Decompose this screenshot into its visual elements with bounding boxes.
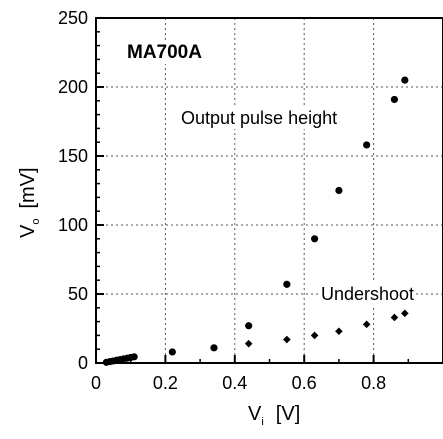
data-point-circle [283, 280, 291, 288]
y-tick-label: 0 [78, 353, 88, 373]
data-point-circle [335, 186, 343, 195]
axis-ticks: 0 50 100 150 200 250 0 0.2 0.4 0.6 0.8 [58, 8, 410, 393]
y-tick-label: 150 [58, 146, 88, 166]
ann-pulse-backdrop [179, 107, 340, 129]
data-point-diamond [362, 320, 371, 329]
data-point-circle [390, 95, 399, 104]
data-point-circle [363, 141, 371, 149]
undershoot-annotation: Undershoot [321, 284, 414, 304]
data-point-diamond [283, 335, 291, 344]
x-tick-label: 0.2 [153, 373, 178, 393]
data-markers [102, 76, 409, 366]
plot-frame [95, 17, 443, 364]
data-point-circle [130, 353, 138, 361]
y-tick-label: 250 [58, 8, 88, 28]
x-axis-label: Vi [V] [248, 403, 300, 428]
y-axis-label-unit: [mV] [17, 167, 39, 208]
x-tick-label: 0.6 [292, 373, 317, 393]
y-axis-label: Vo [mV] [17, 167, 42, 238]
data-point-circle [210, 344, 218, 352]
ann-model-backdrop [125, 41, 205, 64]
y-axis-label-sub: o [30, 219, 42, 225]
output-pulse-annotation: Output pulse height [181, 108, 337, 128]
y-tick-label: 200 [58, 77, 88, 97]
data-point-diamond [335, 327, 343, 336]
x-tick-label: 0 [91, 373, 101, 393]
y-axis-label-main: V [17, 224, 39, 238]
data-point-diamond [310, 331, 319, 340]
data-point-diamond [401, 309, 409, 318]
data-point-circle [168, 348, 176, 356]
data-point-circle [401, 76, 409, 84]
y-tick-label: 100 [58, 215, 88, 235]
x-axis-label-unit: [V] [276, 403, 300, 425]
model-annotation: MA700A [127, 42, 202, 63]
data-point-circle [311, 235, 319, 243]
x-tick-label: 0.4 [222, 373, 247, 393]
data-point-diamond [390, 313, 399, 322]
data-point-circle [245, 322, 253, 330]
ann-under-backdrop [319, 283, 417, 305]
grid-lines [96, 18, 443, 363]
x-tick-label: 0.8 [361, 373, 386, 393]
x-axis-label-sub: i [261, 416, 263, 428]
data-point-diamond [244, 339, 253, 348]
y-tick-label: 50 [68, 284, 88, 304]
x-axis-label-main: V [248, 403, 262, 425]
